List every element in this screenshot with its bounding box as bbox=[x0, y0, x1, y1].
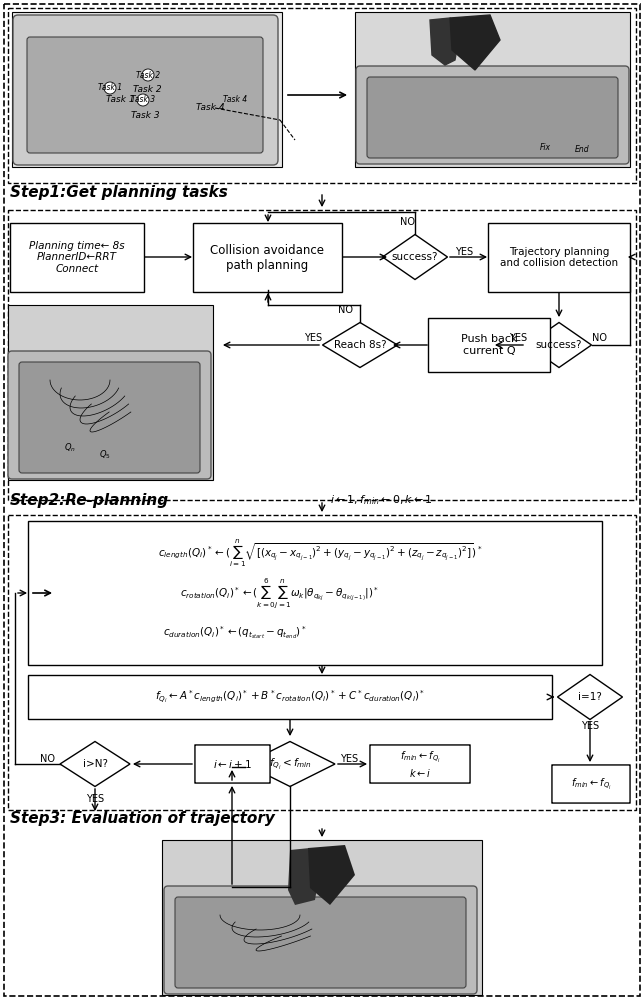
FancyBboxPatch shape bbox=[488, 223, 630, 292]
Text: Task 3: Task 3 bbox=[131, 110, 159, 119]
Text: NO: NO bbox=[401, 217, 415, 227]
Text: YES: YES bbox=[581, 721, 599, 731]
Text: Task 4: Task 4 bbox=[196, 104, 224, 112]
Text: $c_{length}(Q_i)^*\leftarrow(\sum_{i=1}^{n}\sqrt{[(x_{q_j}-x_{q_{j-1}})^2+(y_{q_: $c_{length}(Q_i)^*\leftarrow(\sum_{i=1}^… bbox=[158, 537, 482, 569]
Text: Task 2: Task 2 bbox=[133, 86, 161, 95]
Text: i=1?: i=1? bbox=[578, 692, 602, 702]
Text: $Q_5$: $Q_5$ bbox=[99, 449, 111, 461]
Text: $c_{duration}(Q_i)^*\leftarrow(q_{t_{start}}-q_{t_{end}})^*$: $c_{duration}(Q_i)^*\leftarrow(q_{t_{sta… bbox=[163, 625, 307, 641]
FancyBboxPatch shape bbox=[12, 12, 282, 167]
Text: $f_{Q_i}<f_{min}$: $f_{Q_i}<f_{min}$ bbox=[269, 756, 312, 772]
Polygon shape bbox=[430, 18, 460, 65]
Text: Step2:Re-planning: Step2:Re-planning bbox=[10, 492, 169, 508]
Text: Step3: Evaluation of trajectory: Step3: Evaluation of trajectory bbox=[10, 810, 275, 826]
FancyBboxPatch shape bbox=[8, 305, 213, 480]
FancyBboxPatch shape bbox=[13, 15, 278, 165]
FancyBboxPatch shape bbox=[28, 521, 602, 665]
Text: i>N?: i>N? bbox=[82, 759, 108, 769]
FancyBboxPatch shape bbox=[164, 886, 477, 994]
Text: Trajectory planning
and collision detection: Trajectory planning and collision detect… bbox=[500, 247, 618, 268]
Text: success?: success? bbox=[392, 252, 439, 262]
Text: YES: YES bbox=[509, 333, 527, 343]
Circle shape bbox=[142, 69, 154, 81]
FancyBboxPatch shape bbox=[28, 675, 552, 719]
Text: $f_{min}\leftarrow f_{Q_i}$
$k\leftarrow i$: $f_{min}\leftarrow f_{Q_i}$ $k\leftarrow… bbox=[400, 749, 440, 779]
Text: NO: NO bbox=[40, 754, 55, 764]
Text: $Q_n$: $Q_n$ bbox=[64, 442, 76, 454]
Polygon shape bbox=[323, 322, 397, 367]
Polygon shape bbox=[558, 674, 623, 720]
Text: NO: NO bbox=[592, 333, 607, 343]
Text: $f_{Q_i}\leftarrow A^*c_{length}(Q_i)^*+B^*c_{rotation}(Q_i)^*+C^*c_{duration}(Q: $f_{Q_i}\leftarrow A^*c_{length}(Q_i)^*+… bbox=[155, 689, 425, 705]
Polygon shape bbox=[245, 742, 335, 786]
FancyBboxPatch shape bbox=[195, 745, 270, 783]
Text: Task 3: Task 3 bbox=[131, 96, 155, 104]
Text: Task 1: Task 1 bbox=[98, 84, 122, 93]
Polygon shape bbox=[383, 234, 448, 279]
Text: Task 4: Task 4 bbox=[223, 96, 247, 104]
Text: YES: YES bbox=[455, 247, 473, 257]
Text: NO: NO bbox=[338, 305, 353, 315]
Circle shape bbox=[137, 94, 149, 106]
FancyBboxPatch shape bbox=[19, 362, 200, 473]
Text: YES: YES bbox=[86, 794, 104, 804]
FancyBboxPatch shape bbox=[552, 765, 630, 803]
FancyBboxPatch shape bbox=[193, 223, 342, 292]
Text: YES: YES bbox=[304, 333, 322, 343]
Text: End: End bbox=[574, 145, 589, 154]
Polygon shape bbox=[308, 845, 355, 905]
Text: $i\leftarrow1, f_{min}\leftarrow0, k\leftarrow1$: $i\leftarrow1, f_{min}\leftarrow0, k\lef… bbox=[330, 493, 433, 507]
Text: $i\leftarrow i+1$: $i\leftarrow i+1$ bbox=[213, 758, 252, 770]
Text: Task 2: Task 2 bbox=[136, 70, 160, 80]
Text: Planning time← 8s
PlannerID←RRT
Connect: Planning time← 8s PlannerID←RRT Connect bbox=[29, 241, 125, 274]
Polygon shape bbox=[527, 322, 591, 367]
Text: Step1:Get planning tasks: Step1:Get planning tasks bbox=[10, 184, 228, 200]
Text: YES: YES bbox=[340, 754, 358, 764]
FancyBboxPatch shape bbox=[356, 66, 629, 164]
FancyBboxPatch shape bbox=[428, 318, 550, 372]
Polygon shape bbox=[450, 15, 500, 70]
Polygon shape bbox=[60, 742, 130, 786]
FancyBboxPatch shape bbox=[367, 77, 618, 158]
FancyBboxPatch shape bbox=[8, 351, 211, 479]
Text: Push back
current Q: Push back current Q bbox=[460, 334, 517, 356]
Polygon shape bbox=[288, 848, 320, 905]
FancyBboxPatch shape bbox=[175, 897, 466, 988]
Text: Collision avoidance
path planning: Collision avoidance path planning bbox=[211, 243, 325, 271]
Text: Fix: Fix bbox=[540, 143, 551, 152]
Text: Reach 8s?: Reach 8s? bbox=[334, 340, 386, 350]
FancyBboxPatch shape bbox=[162, 840, 482, 995]
FancyBboxPatch shape bbox=[370, 745, 470, 783]
Text: success?: success? bbox=[536, 340, 582, 350]
Text: $c_{rotation}(Q_i)^*\leftarrow(\sum_{k=0}^{6}\sum_{j=1}^{n}\omega_k|\theta_{q_{k: $c_{rotation}(Q_i)^*\leftarrow(\sum_{k=0… bbox=[180, 576, 379, 610]
FancyBboxPatch shape bbox=[355, 12, 630, 167]
Text: Task 1: Task 1 bbox=[106, 96, 135, 104]
Circle shape bbox=[104, 82, 116, 94]
FancyBboxPatch shape bbox=[10, 223, 144, 292]
FancyBboxPatch shape bbox=[27, 37, 263, 153]
Text: $f_{min}\leftarrow f_{Q_i}$: $f_{min}\leftarrow f_{Q_i}$ bbox=[571, 776, 611, 792]
